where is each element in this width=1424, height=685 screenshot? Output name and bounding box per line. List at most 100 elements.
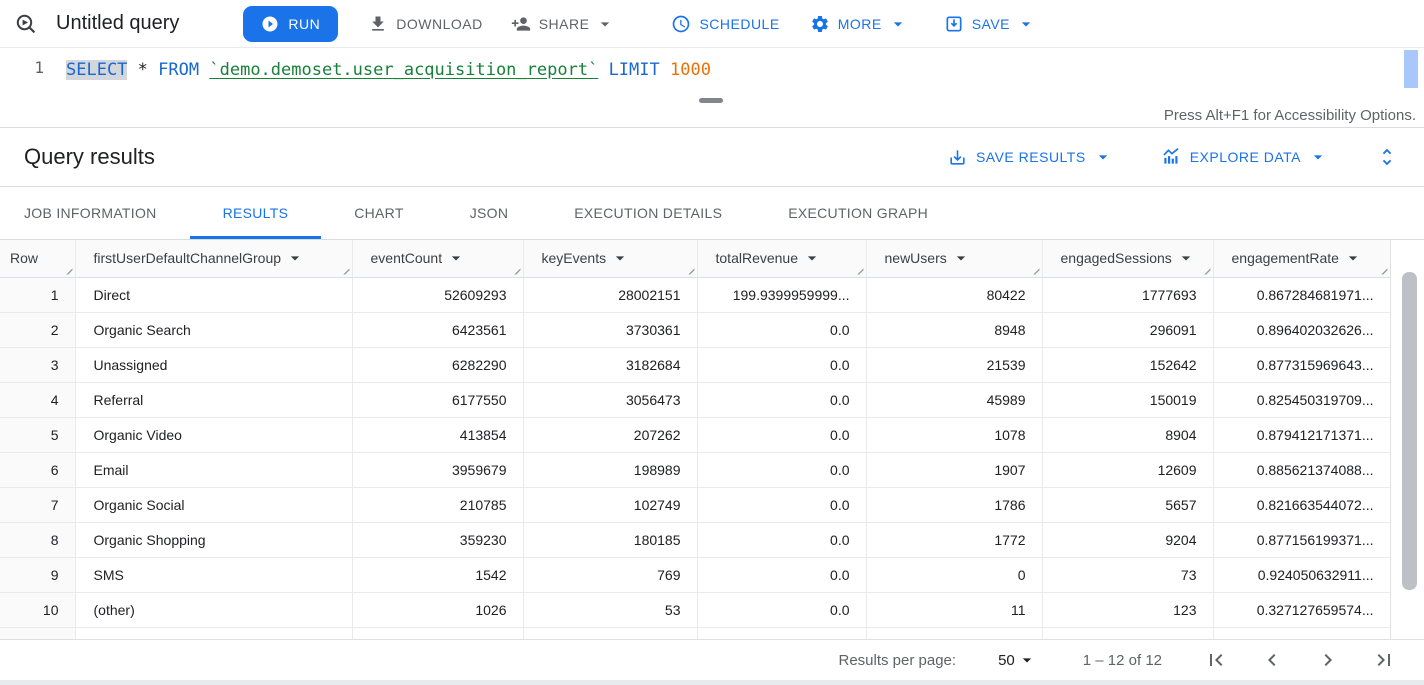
row-number-cell: 1 — [0, 277, 76, 313]
query-toolbar: Untitled query RUN DOWNLOAD SHARE — [0, 0, 1424, 48]
column-dropdown-icon[interactable] — [446, 248, 466, 268]
tab-chart[interactable]: CHART — [354, 205, 404, 221]
data-cell: 102749 — [523, 487, 698, 523]
column-resize-grip[interactable] — [62, 264, 73, 275]
previous-page-button[interactable] — [1260, 648, 1284, 672]
editor-scrollbar-thumb[interactable] — [1404, 50, 1418, 88]
data-cell: 3182684 — [523, 347, 698, 383]
tab-results[interactable]: RESULTS — [189, 187, 322, 239]
data-cell: Organic Video — [75, 417, 353, 453]
data-cell: 769 — [523, 557, 698, 593]
save-results-button[interactable]: SAVE RESULTS — [948, 147, 1113, 167]
column-label: newUsers — [884, 250, 947, 267]
table-row: 4 Referral 6177550 3056473 0.0 45989 150019 0.8… — [0, 382, 1391, 418]
data-cell: 123 — [1042, 592, 1214, 628]
results-tabs: JOB INFORMATION RESULTS CHART JSON EXECUTION… — [0, 187, 1424, 240]
data-cell: 6177550 — [352, 382, 524, 418]
column-label: engagedSessions — [1060, 250, 1172, 267]
row-number-cell: 9 — [0, 557, 76, 593]
column-dropdown-icon[interactable] — [285, 248, 305, 268]
sql-code-line[interactable]: SELECT * FROM `demo.demoset.user_acquisi… — [66, 57, 711, 83]
chevron-down-icon — [888, 14, 908, 34]
column-dropdown-icon[interactable] — [1176, 248, 1196, 268]
data-cell: 53 — [523, 592, 698, 628]
column-resize-grip[interactable] — [339, 264, 350, 275]
more-label: MORE — [837, 15, 882, 32]
clock-icon — [671, 14, 691, 34]
run-button[interactable]: RUN — [243, 5, 339, 42]
column-header-newusers[interactable]: newUsers — [866, 240, 1043, 278]
column-dropdown-icon[interactable] — [1343, 248, 1363, 268]
person-add-icon — [511, 14, 531, 34]
panel-resize-handle[interactable] — [699, 98, 723, 103]
first-page-button[interactable] — [1204, 648, 1228, 672]
data-cell: 1777693 — [1042, 277, 1214, 313]
row-number-cell: 5 — [0, 417, 76, 453]
data-cell: 0 — [866, 627, 1043, 639]
table-scrollbar[interactable] — [1390, 240, 1424, 639]
download-button[interactable]: DOWNLOAD — [368, 14, 482, 34]
sql-editor[interactable]: 1 SELECT * FROM `demo.demoset.user_acqui… — [0, 48, 1424, 103]
table-row: 6 Email 3959679 198989 0.0 1907 12609 0.8856213… — [0, 452, 1391, 488]
data-cell: (other) — [75, 592, 353, 628]
data-cell: 1078 — [866, 417, 1043, 453]
data-cell: 11 — [866, 592, 1043, 628]
column-header-row[interactable]: Row — [0, 240, 76, 278]
schedule-button[interactable]: SCHEDULE — [671, 14, 779, 34]
last-page-button[interactable] — [1372, 648, 1396, 672]
data-cell: 152642 — [1042, 347, 1214, 383]
chevron-down-icon — [1016, 14, 1036, 34]
row-number-cell: 6 — [0, 452, 76, 488]
data-cell: 0.0 — [697, 347, 867, 383]
data-cell: 210785 — [352, 487, 524, 523]
data-cell: 28002151 — [523, 277, 698, 313]
data-cell: 0.0 — [697, 417, 867, 453]
column-header-eventcount[interactable]: eventCount — [352, 240, 524, 278]
column-label: firstUserDefaultChannelGroup — [93, 250, 282, 267]
table-row: 10 (other) 1026 53 0.0 11 123 0.327127659574... — [0, 592, 1391, 628]
tab-job-information[interactable]: JOB INFORMATION — [24, 205, 157, 221]
next-page-button[interactable] — [1316, 648, 1340, 672]
sql-token: SELECT — [66, 60, 128, 80]
expand-results-button[interactable] — [1376, 146, 1398, 168]
chevron-down-icon — [1308, 147, 1328, 167]
data-cell: 80422 — [866, 277, 1043, 313]
column-resize-grip[interactable] — [853, 264, 864, 275]
column-dropdown-icon[interactable] — [951, 248, 971, 268]
column-header-engagedsessions[interactable]: engagedSessions — [1042, 240, 1214, 278]
column-header-totalrevenue[interactable]: totalRevenue — [697, 240, 867, 278]
save-button[interactable]: SAVE — [944, 14, 1036, 34]
tab-execution-details[interactable]: EXECUTION DETAILS — [574, 205, 723, 221]
share-button[interactable]: SHARE — [511, 14, 616, 34]
row-number-cell: 11 — [0, 627, 76, 639]
data-cell: 0.867284681971... — [1213, 277, 1391, 313]
column-label: Row — [10, 250, 39, 267]
data-cell: Email — [75, 452, 353, 488]
query-title: Untitled query — [56, 12, 180, 34]
first-page-icon — [1204, 648, 1228, 672]
column-resize-grip[interactable] — [510, 264, 521, 275]
table-scrollbar-thumb[interactable] — [1402, 272, 1417, 590]
tab-execution-graph[interactable]: EXECUTION GRAPH — [788, 205, 929, 221]
data-cell: 8948 — [866, 312, 1043, 348]
tab-json[interactable]: JSON — [469, 205, 509, 221]
column-resize-grip[interactable] — [1200, 264, 1211, 275]
data-cell: 198989 — [523, 452, 698, 488]
more-button[interactable]: MORE — [810, 14, 908, 34]
column-header-keyevents[interactable]: keyEvents — [523, 240, 698, 278]
column-dropdown-icon[interactable] — [802, 248, 822, 268]
data-cell: 0.0 — [697, 312, 867, 348]
column-resize-grip[interactable] — [684, 264, 695, 275]
column-label: eventCount — [370, 250, 443, 267]
explore-data-label: EXPLORE DATA — [1189, 149, 1301, 165]
column-resize-grip[interactable] — [1029, 264, 1040, 275]
data-cell: 3730361 — [523, 312, 698, 348]
page-size-select[interactable]: 50 — [998, 650, 1037, 670]
column-dropdown-icon[interactable] — [610, 248, 630, 268]
column-header-firstuserdefaultchannelgroup[interactable]: firstUserDefaultChannelGroup — [75, 240, 353, 278]
column-header-engagementrate[interactable]: engagementRate — [1213, 240, 1391, 278]
results-footer: Results per page: 50 1 – 12 of 12 — [0, 639, 1424, 680]
pagination-controls — [1204, 648, 1396, 672]
explore-data-button[interactable]: EXPLORE DATA — [1161, 147, 1328, 167]
column-resize-grip[interactable] — [1377, 264, 1388, 275]
